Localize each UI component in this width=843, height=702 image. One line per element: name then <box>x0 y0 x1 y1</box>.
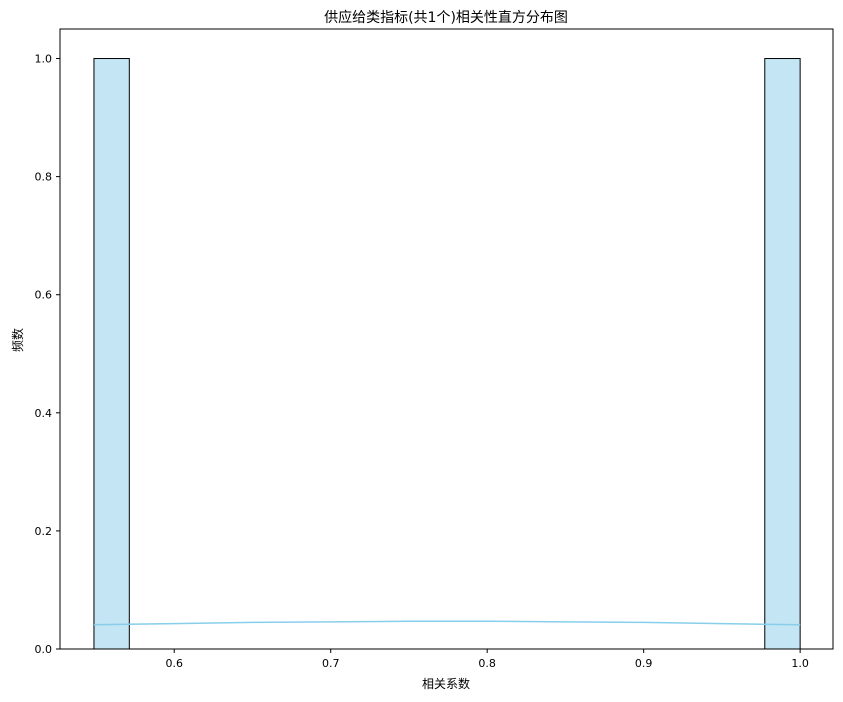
x-tick-label-4: 1.0 <box>791 657 809 670</box>
y-tick-label-4: 0.8 <box>35 171 53 184</box>
x-tick-label-2: 0.8 <box>478 657 496 670</box>
x-tick-label-1: 0.7 <box>322 657 340 670</box>
y-tick-label-5: 1.0 <box>35 53 53 66</box>
y-tick-label-1: 0.2 <box>35 525 53 538</box>
x-tick-label-3: 0.9 <box>635 657 653 670</box>
y-tick-label-2: 0.4 <box>35 407 53 420</box>
y-tick-label-0: 0.0 <box>35 643 53 656</box>
histogram-bar-1 <box>764 58 801 650</box>
y-tick-label-3: 0.6 <box>35 289 53 302</box>
y-axis-label: 频数 <box>10 328 25 352</box>
plot-frame <box>59 28 834 650</box>
x-axis-label: 相关系数 <box>422 676 470 691</box>
chart-title: 供应给类指标(共1个)相关性直方分布图 <box>324 9 568 26</box>
histogram-bar-0 <box>93 58 130 650</box>
x-tick-label-0: 0.6 <box>165 657 183 670</box>
kde-line <box>93 620 801 626</box>
